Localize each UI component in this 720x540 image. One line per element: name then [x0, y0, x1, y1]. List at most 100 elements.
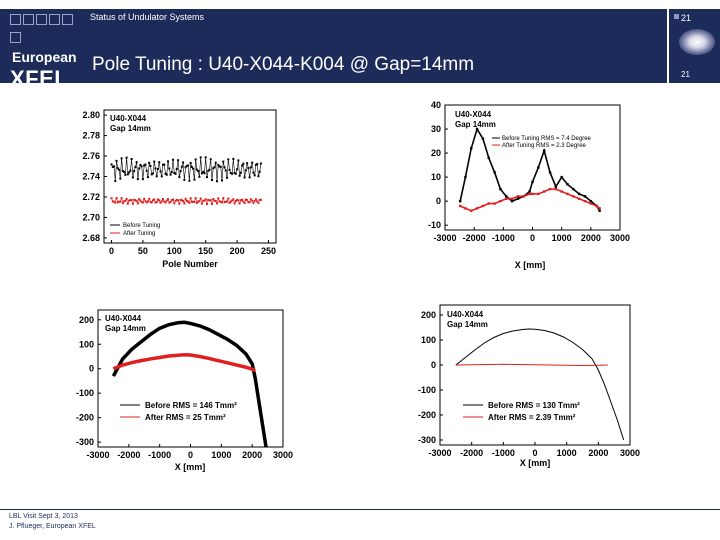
data-point [170, 199, 173, 202]
page-number-bottom: 21 [681, 70, 690, 79]
data-point [257, 175, 260, 178]
y-tick-label: -300 [418, 435, 436, 445]
data-point [187, 164, 190, 167]
data-point [177, 199, 180, 202]
data-point [566, 183, 569, 186]
y-tick-label: 0 [89, 364, 94, 374]
data-point [583, 195, 587, 198]
data-point [185, 164, 188, 167]
data-point [165, 173, 168, 176]
data-point [560, 175, 563, 179]
data-point [227, 197, 230, 200]
data-point [154, 167, 157, 170]
data-point [128, 199, 131, 202]
data-point [247, 167, 250, 170]
data-point [217, 163, 220, 166]
data-point [164, 172, 167, 175]
data-point [125, 156, 128, 159]
data-point [151, 172, 154, 175]
data-point [195, 168, 198, 171]
y-tick-label: 40 [431, 100, 441, 110]
data-point [577, 192, 581, 196]
data-point [162, 163, 165, 166]
x-tick-label: 1000 [211, 450, 231, 460]
y-tick-label: -300 [76, 437, 94, 447]
data-point [251, 199, 254, 202]
data-point [221, 201, 224, 204]
data-point [146, 200, 149, 203]
data-point [133, 170, 136, 173]
data-point [124, 173, 127, 176]
data-point [172, 158, 175, 161]
data-point [226, 200, 229, 203]
data-point [149, 200, 152, 203]
data-point [145, 201, 148, 204]
footer-author: J. Pflueger, European XFEL [9, 523, 96, 530]
data-point [167, 198, 170, 201]
data-point [464, 175, 467, 179]
data-point [118, 168, 121, 171]
x-axis-label: X [mm] [515, 260, 546, 270]
data-point [202, 199, 205, 202]
legend-label: Before RMS = 130 Tmm² [488, 401, 580, 410]
data-point [219, 200, 222, 203]
y-tick-label: 2.68 [82, 233, 100, 243]
data-point [154, 201, 157, 204]
data-point [516, 195, 520, 198]
x-tick-label: 3000 [620, 448, 640, 458]
data-point [170, 170, 173, 173]
y-tick-label: 100 [421, 335, 436, 345]
data-point [222, 197, 225, 200]
data-point [232, 157, 235, 160]
chart-subtitle: Gap 14mm [110, 124, 151, 133]
y-tick-label: 2.76 [82, 151, 100, 161]
data-point [155, 175, 158, 178]
data-point [193, 178, 196, 181]
data-point [231, 199, 234, 202]
series-line [455, 363, 608, 367]
x-tick-label: -1000 [492, 448, 515, 458]
data-point [528, 190, 531, 193]
data-point [499, 187, 502, 191]
x-tick-label: 0 [109, 246, 114, 256]
data-point [246, 199, 249, 202]
data-point [243, 176, 246, 179]
data-point [138, 198, 141, 201]
x-tick-label: 2000 [588, 448, 608, 458]
y-tick-label: 0 [431, 360, 436, 370]
data-point [124, 199, 127, 202]
x-tick-label: 100 [167, 246, 182, 256]
data-point [177, 159, 180, 162]
data-point [548, 171, 552, 174]
data-point [119, 200, 122, 203]
data-point [241, 164, 244, 167]
x-tick-label: -2000 [463, 233, 486, 243]
data-point [221, 179, 224, 182]
data-point [146, 176, 149, 179]
legend-label: After RMS = 2.39 Tmm² [488, 413, 576, 422]
data-point [175, 167, 178, 170]
data-point [123, 170, 126, 173]
y-tick-label: 2.70 [82, 212, 100, 222]
data-point [528, 192, 531, 196]
data-point [121, 169, 124, 172]
data-point [207, 198, 210, 201]
data-point [481, 137, 485, 140]
data-point [537, 166, 540, 169]
legend: Before RMS = 130 Tmm² After RMS = 2.39 Tm… [463, 401, 580, 422]
y-tick-label: 20 [431, 148, 441, 158]
data-point [209, 158, 212, 161]
data-point [118, 200, 121, 203]
data-point [237, 159, 240, 162]
data-point [110, 197, 113, 200]
data-point [229, 200, 232, 203]
data-point [217, 197, 220, 200]
data-point [214, 200, 217, 203]
data-point [168, 201, 171, 204]
data-point [111, 165, 114, 168]
data-point [180, 199, 183, 202]
slide-title: Pole Tuning : U40-X044-K004 @ Gap=14mm [92, 54, 475, 75]
y-tick-label: 100 [79, 339, 94, 349]
chart-subtitle: Gap 14mm [455, 120, 496, 129]
y-tick-label: -100 [418, 385, 436, 395]
